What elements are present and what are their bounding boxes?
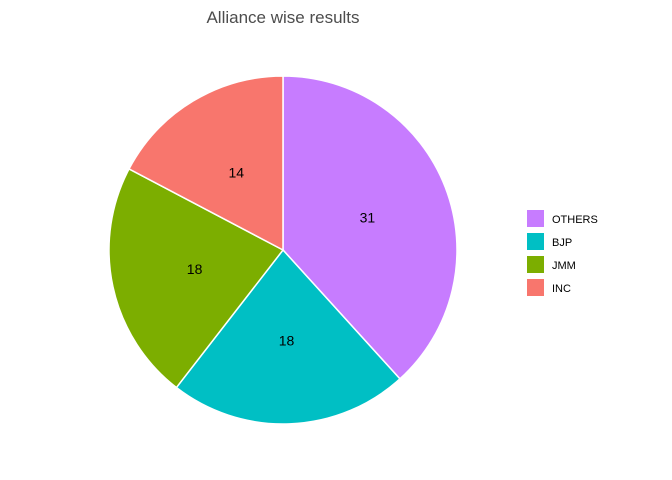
slice-value-label: 14 [228,165,244,181]
legend-key-others [527,210,544,227]
pie-slice-bjp [175,248,401,425]
pie-slice-inc [128,75,284,252]
legend-label: OTHERS [552,214,598,226]
legend-key-bjp [527,233,544,250]
legend-label: BJP [552,237,572,249]
pie-slice-others [282,75,458,380]
chart-title: Alliance wise results [206,8,359,27]
legend-label: INC [552,283,571,295]
pie-slice-jmm [108,167,285,389]
legend-key-jmm [527,256,544,273]
legend-label: JMM [552,260,576,272]
legend-key-inc [527,279,544,296]
slice-value-label: 18 [279,332,295,348]
slice-value-label: 18 [187,261,203,277]
slice-value-label: 31 [360,209,376,225]
